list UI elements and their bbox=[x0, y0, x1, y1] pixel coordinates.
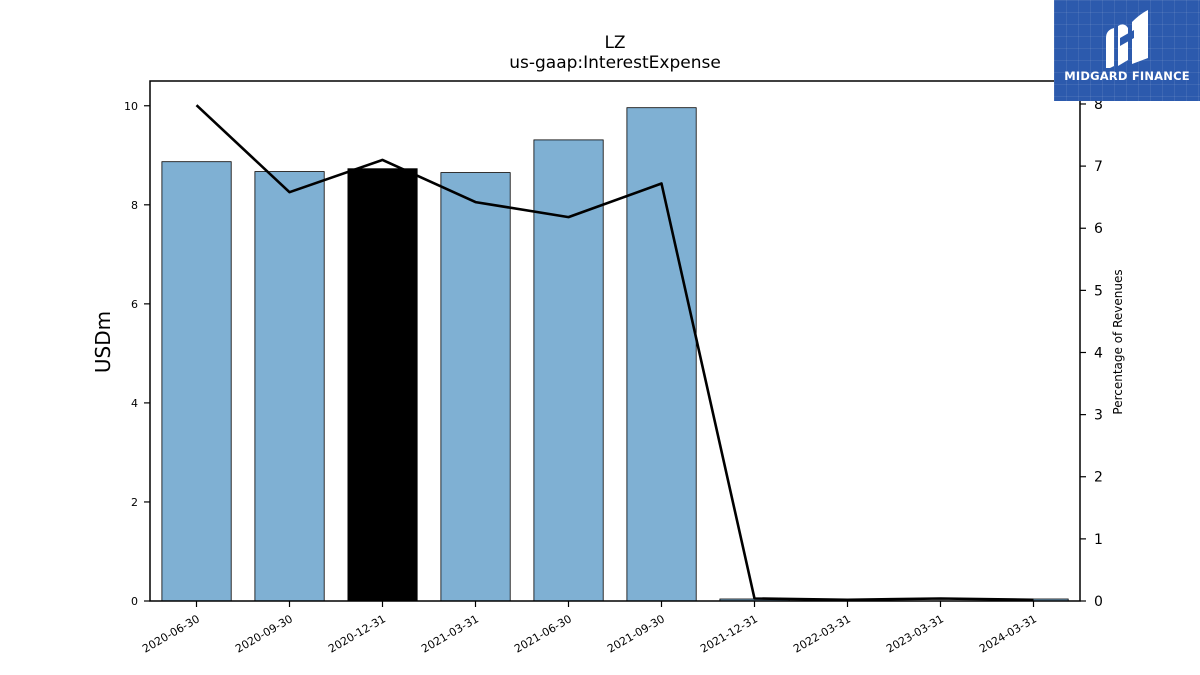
y2-tick-label: 3 bbox=[1094, 408, 1103, 424]
x-tick-label: 2022-03-31 bbox=[791, 612, 853, 655]
plot-frame bbox=[149, 80, 1081, 602]
y-tick-label: 6 bbox=[131, 298, 138, 311]
y-tick-label: 2 bbox=[131, 496, 138, 509]
y-tick-label: 8 bbox=[131, 199, 138, 212]
x-tick-label: 2021-06-30 bbox=[512, 612, 574, 655]
y2-tick-label: 8 bbox=[1094, 97, 1103, 113]
bar-2021-09-30 bbox=[626, 107, 697, 602]
y2-tick-label: 5 bbox=[1094, 283, 1103, 299]
midgard-finance-logo: MIDGARD FINANCE bbox=[1054, 0, 1200, 101]
bar-2020-06-30 bbox=[161, 161, 232, 602]
chart-title: LZ bbox=[604, 33, 625, 53]
y2-tick-label: 1 bbox=[1094, 532, 1103, 548]
x-tick-label: 2023-03-31 bbox=[884, 612, 946, 655]
y2-tick-label: 7 bbox=[1094, 159, 1103, 175]
y2-axis-label: Percentage of Revenues bbox=[1111, 269, 1125, 414]
bar-2020-12-31 bbox=[347, 168, 418, 602]
bar-2021-03-31 bbox=[440, 172, 511, 602]
logo-mark-icon bbox=[1106, 10, 1148, 68]
left-axis: 0 2 4 6 8 10 bbox=[124, 100, 150, 608]
x-tick-label: 2021-09-30 bbox=[605, 612, 667, 655]
y-tick-label: 4 bbox=[131, 397, 138, 410]
logo-text: MIDGARD FINANCE bbox=[1064, 69, 1190, 83]
y2-tick-label: 4 bbox=[1094, 345, 1103, 361]
x-axis: 2020-06-30 2020-09-30 2020-12-31 2021-03-31… bbox=[140, 601, 1039, 656]
x-tick-label: 2024-03-31 bbox=[977, 612, 1039, 655]
x-tick-label: 2020-06-30 bbox=[140, 612, 202, 655]
x-tick-label: 2021-12-31 bbox=[698, 612, 760, 655]
x-tick-label: 2020-09-30 bbox=[233, 612, 295, 655]
x-tick-label: 2020-12-31 bbox=[326, 612, 388, 655]
percentage-line bbox=[195, 104, 1034, 602]
x-tick-label: 2021-03-31 bbox=[419, 612, 481, 655]
y-tick-label: 0 bbox=[131, 595, 138, 608]
chart-subtitle: us-gaap:InterestExpense bbox=[509, 53, 721, 73]
y-axis-label: USDm bbox=[91, 311, 115, 373]
bar-2020-09-30 bbox=[254, 171, 325, 602]
y2-tick-label: 6 bbox=[1094, 221, 1103, 237]
line-series bbox=[195, 104, 1034, 602]
y-tick-label: 10 bbox=[124, 100, 138, 113]
right-axis: 0 1 2 3 4 5 6 7 8 bbox=[1080, 97, 1103, 610]
bar-group bbox=[161, 107, 1069, 602]
y2-tick-label: 0 bbox=[1094, 594, 1103, 610]
y2-tick-label: 2 bbox=[1094, 470, 1103, 486]
